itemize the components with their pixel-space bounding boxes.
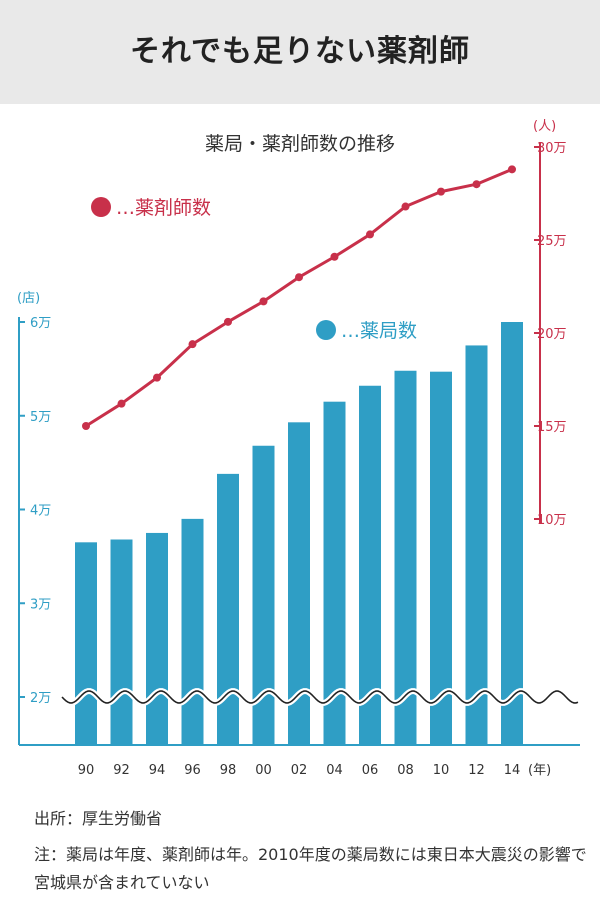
line-point [472,180,481,189]
x-axis-unit: (年) [528,763,551,778]
bar [359,385,381,745]
bar [252,445,275,745]
x-tick-label: 98 [220,763,237,778]
left-tick-label: 3万 [30,597,51,612]
legend-marker-pharmacists [91,197,111,217]
bar [181,518,204,745]
x-tick-label: 14 [504,763,521,778]
right-tick-label: 15万 [537,420,567,435]
left-axis-unit: (店) [17,291,40,306]
line-point [437,187,445,196]
line-point [295,273,303,282]
x-tick-label: 06 [362,763,379,778]
chart: 薬局・薬剤師数の推移 2万 3万 4万 5万 6万 10万 15万 20万 25万 30万 90… [17,119,580,778]
line-point [259,297,268,306]
legend: …薬剤師数 …薬局数 [91,197,417,342]
source-text: 出所：厚生労働省 [34,809,163,828]
x-tick-label: 04 [326,763,343,778]
chart-title: 薬局・薬剤師数の推移 [205,133,395,155]
right-axis: 10万 15万 20万 25万 30万 [534,141,567,528]
bar [323,401,346,745]
line-series [82,165,516,430]
x-tick-label: 02 [291,763,308,778]
line-point [508,165,516,174]
note-text: 注：薬局は年度、薬剤師は年。2010年度の薬局数には東日本大震災の影響で宮城県が… [34,845,587,892]
bar [430,371,452,745]
axis-break [59,688,580,706]
right-tick-label: 25万 [537,234,567,249]
bar [75,542,97,745]
bar [288,422,310,745]
right-tick-label: 20万 [537,327,567,342]
right-tick-label: 30万 [537,141,567,156]
line-point [188,340,197,349]
page-title: それでも足りない薬剤師 [129,34,471,69]
bar-series [75,322,523,745]
legend-marker-pharmacies [316,320,336,340]
x-tick-label: 10 [433,763,450,778]
bar [146,532,168,745]
legend-label-pharmacies: …薬局数 [341,320,417,342]
bar [217,473,239,745]
x-tick-label: 08 [397,763,414,778]
x-tick-label: 12 [468,763,485,778]
right-axis-unit: (人) [533,119,556,134]
right-tick-label: 10万 [537,513,567,528]
line-point [401,202,410,211]
x-axis-labels: 90 92 94 96 98 00 02 04 06 08 10 12 14 [78,763,521,778]
footer: 出所：厚生労働省 注：薬局は年度、薬剤師は年。2010年度の薬局数には東日本大震… [34,805,594,897]
bar [465,345,488,745]
line-point [82,422,90,430]
axis-break-wave [61,690,579,704]
left-tick-label: 4万 [30,504,51,519]
left-tick-label: 5万 [30,410,51,425]
line-point [366,230,374,239]
bar [501,322,523,745]
title-banner [0,0,600,104]
line-point [330,252,339,261]
left-tick-label: 2万 [30,691,51,706]
line-point [224,317,232,326]
bar [110,539,133,745]
x-tick-label: 96 [184,763,201,778]
bar [394,370,417,745]
legend-label-pharmacists: …薬剤師数 [116,197,211,219]
left-tick-label: 6万 [30,316,51,331]
x-tick-label: 90 [78,763,95,778]
line-point [117,399,126,408]
x-tick-label: 92 [113,763,130,778]
x-tick-label: 00 [255,763,272,778]
line-point [153,373,161,382]
x-tick-label: 94 [149,763,166,778]
